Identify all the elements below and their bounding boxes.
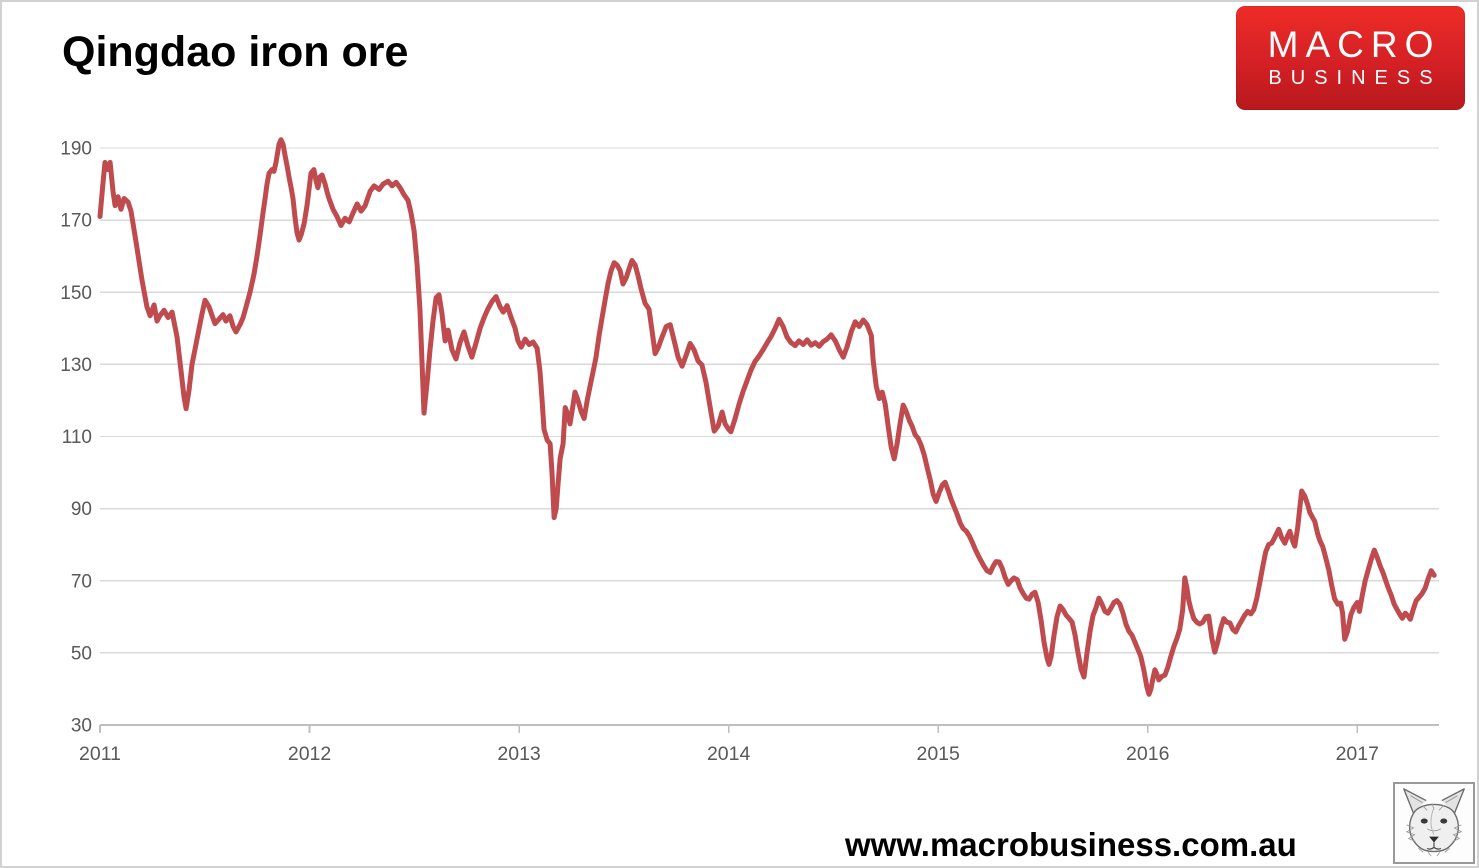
x-axis bbox=[99, 724, 1439, 733]
x-axis-labels: 2011 2012 2013 2014 2015 2016 2017 bbox=[79, 743, 1379, 765]
svg-text:2013: 2013 bbox=[497, 743, 540, 765]
logo-word-macro: MACRO bbox=[1267, 24, 1441, 65]
y-axis-labels: 30 50 70 90 110 130 150 170 190 bbox=[60, 139, 92, 737]
svg-text:170: 170 bbox=[60, 211, 92, 232]
price-line-series bbox=[97, 137, 1437, 697]
svg-text:130: 130 bbox=[60, 355, 92, 376]
svg-text:110: 110 bbox=[62, 427, 92, 448]
svg-text:70: 70 bbox=[71, 571, 92, 592]
svg-text:2011: 2011 bbox=[79, 743, 121, 765]
svg-text:2015: 2015 bbox=[916, 743, 960, 765]
svg-text:190: 190 bbox=[60, 139, 92, 160]
svg-text:2012: 2012 bbox=[288, 743, 331, 765]
svg-text:2016: 2016 bbox=[1126, 743, 1169, 765]
svg-text:150: 150 bbox=[60, 283, 92, 304]
svg-text:2017: 2017 bbox=[1336, 743, 1379, 765]
wolf-logo-image bbox=[1393, 782, 1475, 864]
gridlines bbox=[100, 147, 1439, 654]
logo-word-business: BUSINESS bbox=[1268, 67, 1442, 89]
macrobusiness-logo: MACRO BUSINESS bbox=[1236, 6, 1465, 110]
website-url-text: www.macrobusiness.com.au bbox=[845, 826, 1297, 863]
svg-text:30: 30 bbox=[71, 716, 92, 737]
svg-text:90: 90 bbox=[71, 499, 92, 520]
wolf-head-icon bbox=[1395, 784, 1473, 862]
page-title: Qingdao iron ore bbox=[62, 28, 409, 76]
svg-text:50: 50 bbox=[71, 643, 92, 664]
svg-text:2014: 2014 bbox=[707, 743, 751, 765]
